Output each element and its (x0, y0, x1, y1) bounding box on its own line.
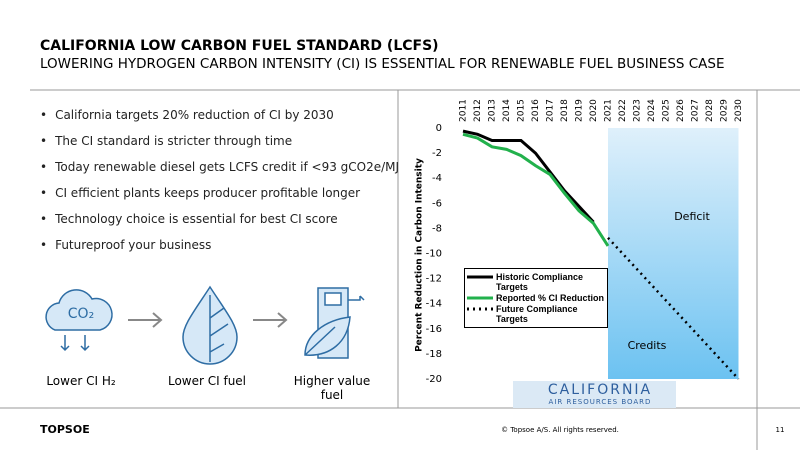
x-tick-label: 2026 (676, 99, 686, 122)
annotation: Deficit (674, 210, 710, 223)
x-tick-label: 2011 (459, 99, 469, 122)
page-number: 11 (776, 426, 785, 434)
y-tick-label: -18 (426, 349, 442, 360)
y-tick-label: 0 (436, 123, 442, 134)
x-tick-label: 2025 (662, 99, 672, 122)
legend-label: Historic Compliance Targets (496, 272, 584, 292)
x-tick-label: 2022 (618, 99, 628, 122)
series-line (462, 129, 595, 224)
icons (45, 285, 365, 365)
subtitle: LOWERING HYDROGEN CARBON INTENSITY (CI) … (40, 56, 725, 72)
bullet: Today renewable diesel gets LCFS credit … (40, 160, 399, 174)
logo-bg (513, 381, 676, 408)
legend-item: Historic Compliance Targets (467, 272, 605, 292)
x-tick-label: 2021 (604, 99, 614, 122)
series-line (462, 132, 610, 247)
legend-swatch (467, 275, 493, 279)
x-tick-label: 2030 (734, 99, 744, 122)
x-tick-label: 2014 (502, 99, 512, 122)
bullet: California targets 20% reduction of CI b… (40, 108, 334, 122)
footer-brand: TOPSOE (40, 423, 90, 436)
x-tick-label: 2029 (720, 99, 730, 122)
title: CALIFORNIA LOW CARBON FUEL STANDARD (LCF… (40, 38, 439, 54)
bullet: Futureproof your business (40, 238, 211, 252)
x-tick-label: 2018 (560, 99, 570, 122)
y-tick-label: -4 (432, 173, 442, 184)
legend-item: Reported % CI Reduction (467, 293, 605, 303)
y-tick-label: -2 (432, 148, 442, 159)
x-tick-label: 2019 (575, 99, 585, 122)
y-tick-label: -6 (432, 198, 442, 209)
legend: Historic Compliance Targets Reported % CI… (464, 268, 608, 328)
y-tick-label: -8 (432, 223, 442, 234)
y-axis-label: Percent Reduction in Carbon Intensity (415, 158, 425, 352)
legend-swatch (467, 307, 493, 311)
x-tick-label: 2024 (647, 99, 657, 122)
x-tick-label: 2012 (473, 99, 483, 122)
x-tick-label: 2023 (633, 99, 643, 122)
footer-copyright: © Topsoe A/S. All rights reserved. (501, 426, 619, 434)
legend-label: Reported % CI Reduction (496, 293, 605, 303)
legend-label: Future Compliance Targets (496, 304, 578, 324)
y-tick-label: -16 (426, 324, 442, 335)
series-line (607, 236, 740, 380)
icon-label: Higher value fuel (293, 374, 371, 402)
y-tick-label: -12 (426, 274, 442, 285)
x-tick-label: 2027 (691, 99, 701, 122)
x-tick-label: 2016 (531, 99, 541, 122)
legend-item: Future Compliance Targets (467, 304, 605, 324)
legend-swatch (467, 296, 493, 300)
icon-label: Lower CI fuel (167, 374, 247, 388)
logo-sub: AIR RESOURCES BOARD (549, 398, 652, 406)
x-tick-label: 2013 (488, 99, 498, 122)
x-tick-label: 2017 (546, 99, 556, 122)
x-tick-label: 2028 (705, 99, 715, 122)
y-tick-label: -14 (426, 299, 442, 310)
x-tick-label: 2015 (517, 99, 527, 122)
bullet: The CI standard is stricter through time (40, 134, 292, 148)
icon-label: Lower CI H₂ (46, 374, 116, 388)
bullet: Technology choice is essential for best … (40, 212, 338, 226)
shaded-region (608, 128, 739, 379)
x-tick-label: 2020 (589, 99, 599, 122)
y-tick-label: -10 (426, 249, 442, 260)
y-tick-label: -20 (426, 374, 442, 385)
annotation: Credits (628, 339, 667, 352)
co2-label: CO₂ (68, 306, 94, 322)
bullet: CI efficient plants keeps producer profi… (40, 186, 360, 200)
logo-name: CALIFORNIA (548, 382, 652, 398)
